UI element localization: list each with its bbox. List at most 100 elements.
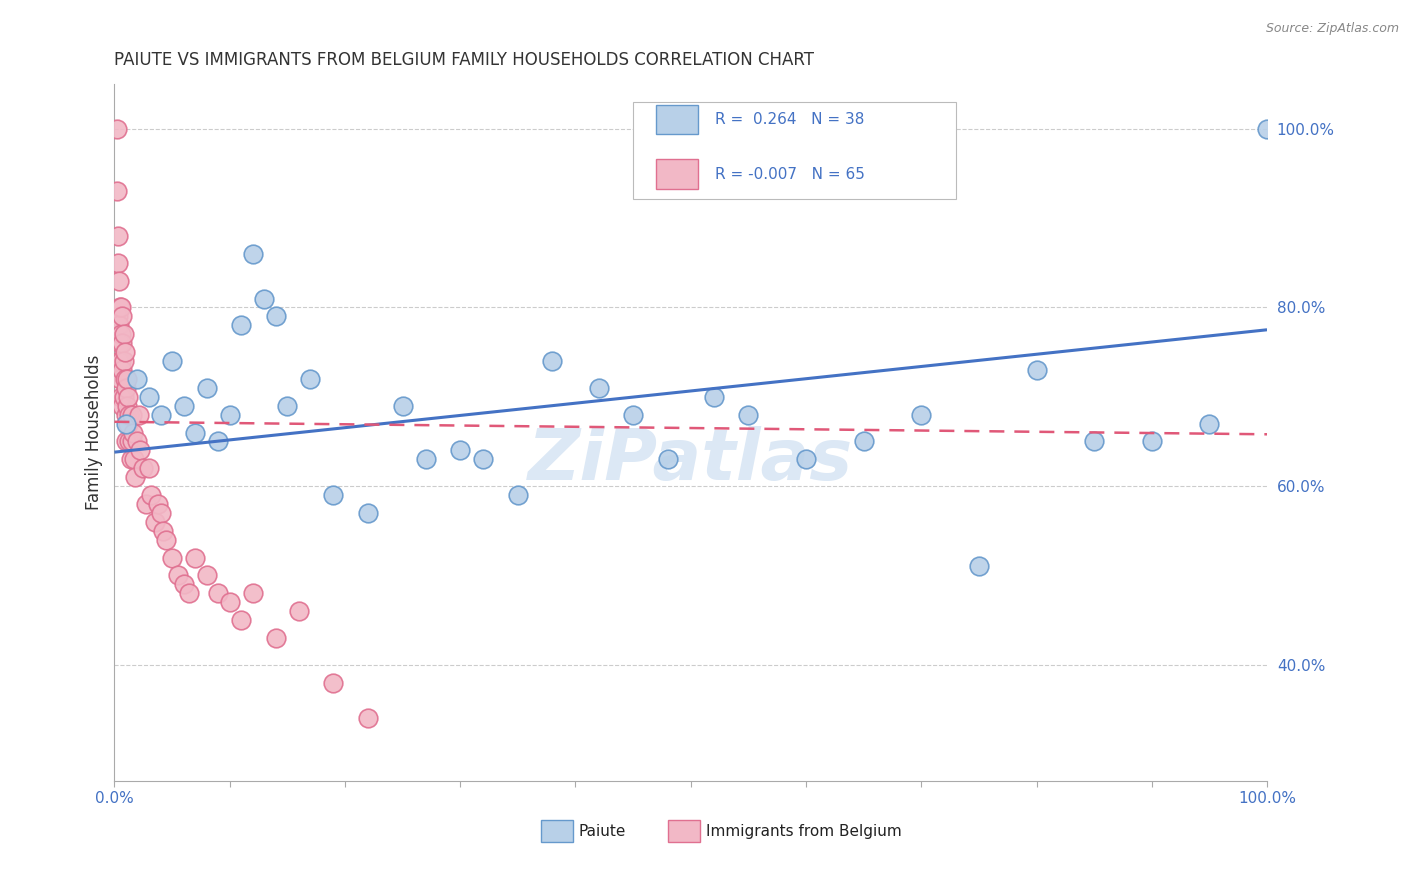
Point	[121, 434, 143, 449]
Point	[852, 434, 875, 449]
Point	[415, 452, 437, 467]
Point	[111, 310, 134, 324]
Point	[108, 318, 131, 333]
Point	[111, 336, 134, 351]
Point	[794, 452, 817, 467]
Point	[121, 408, 143, 422]
Point	[138, 390, 160, 404]
Point	[472, 452, 495, 467]
Point	[141, 488, 163, 502]
Point	[207, 434, 229, 449]
Point	[138, 461, 160, 475]
Point	[1025, 363, 1047, 377]
Point	[231, 318, 253, 333]
Point	[160, 550, 183, 565]
Point	[108, 354, 131, 368]
Point	[357, 711, 380, 725]
Point	[231, 613, 253, 627]
Point	[449, 443, 471, 458]
Point	[124, 470, 146, 484]
Point	[110, 301, 132, 315]
Point	[127, 372, 149, 386]
Point	[120, 452, 142, 467]
Bar	[668, 820, 700, 842]
Point	[115, 417, 138, 431]
Point	[111, 399, 134, 413]
Point	[117, 417, 139, 431]
Text: R =  0.264   N = 38: R = 0.264 N = 38	[714, 112, 865, 128]
Point	[264, 631, 287, 645]
Text: Immigrants from Belgium: Immigrants from Belgium	[706, 823, 901, 838]
Point	[276, 399, 298, 413]
Text: PAIUTE VS IMMIGRANTS FROM BELGIUM FAMILY HOUSEHOLDS CORRELATION CHART: PAIUTE VS IMMIGRANTS FROM BELGIUM FAMILY…	[114, 51, 814, 69]
Point	[218, 408, 240, 422]
Point	[207, 586, 229, 600]
Point	[108, 274, 131, 288]
Point	[621, 408, 644, 422]
Point	[108, 301, 131, 315]
Point	[242, 247, 264, 261]
Point	[108, 372, 131, 386]
Point	[105, 184, 128, 198]
Point	[218, 595, 240, 609]
Point	[357, 506, 380, 520]
Point	[910, 408, 932, 422]
Point	[195, 381, 218, 395]
Point	[110, 390, 132, 404]
Bar	[657, 105, 697, 135]
Point	[588, 381, 610, 395]
Point	[299, 372, 322, 386]
Point	[322, 488, 344, 502]
Point	[111, 363, 134, 377]
Point	[132, 461, 155, 475]
Text: ZiPatlas: ZiPatlas	[529, 425, 853, 495]
Point	[114, 372, 136, 386]
Point	[115, 408, 138, 422]
FancyBboxPatch shape	[633, 102, 956, 199]
Point	[322, 675, 344, 690]
Text: Paiute: Paiute	[579, 823, 626, 838]
Point	[1256, 121, 1278, 136]
Point	[152, 524, 174, 538]
Point	[107, 229, 129, 244]
Point	[115, 399, 138, 413]
Point	[179, 586, 201, 600]
Point	[1140, 434, 1163, 449]
Point	[149, 408, 172, 422]
Point	[108, 336, 131, 351]
Point	[1083, 434, 1105, 449]
Point	[288, 604, 311, 618]
Point	[173, 577, 195, 591]
Point	[541, 354, 564, 368]
Point	[107, 310, 129, 324]
Text: R = -0.007   N = 65: R = -0.007 N = 65	[714, 167, 865, 181]
Point	[112, 354, 135, 368]
Point	[166, 568, 188, 582]
Point	[967, 559, 990, 574]
Point	[1198, 417, 1220, 431]
Point	[105, 121, 128, 136]
Point	[115, 434, 138, 449]
Point	[391, 399, 413, 413]
Point	[121, 425, 143, 440]
Point	[242, 586, 264, 600]
Point	[110, 327, 132, 342]
Point	[173, 399, 195, 413]
Bar	[657, 160, 697, 188]
Point	[506, 488, 529, 502]
Point	[128, 408, 150, 422]
Point	[107, 256, 129, 270]
Point	[160, 354, 183, 368]
Point	[149, 506, 172, 520]
Point	[114, 345, 136, 359]
Point	[657, 452, 679, 467]
Point	[128, 443, 150, 458]
Point	[122, 452, 145, 467]
Y-axis label: Family Households: Family Households	[86, 355, 103, 510]
Point	[195, 568, 218, 582]
Point	[110, 354, 132, 368]
Point	[155, 533, 177, 547]
Point	[115, 381, 138, 395]
Point	[117, 390, 139, 404]
Bar	[541, 820, 574, 842]
